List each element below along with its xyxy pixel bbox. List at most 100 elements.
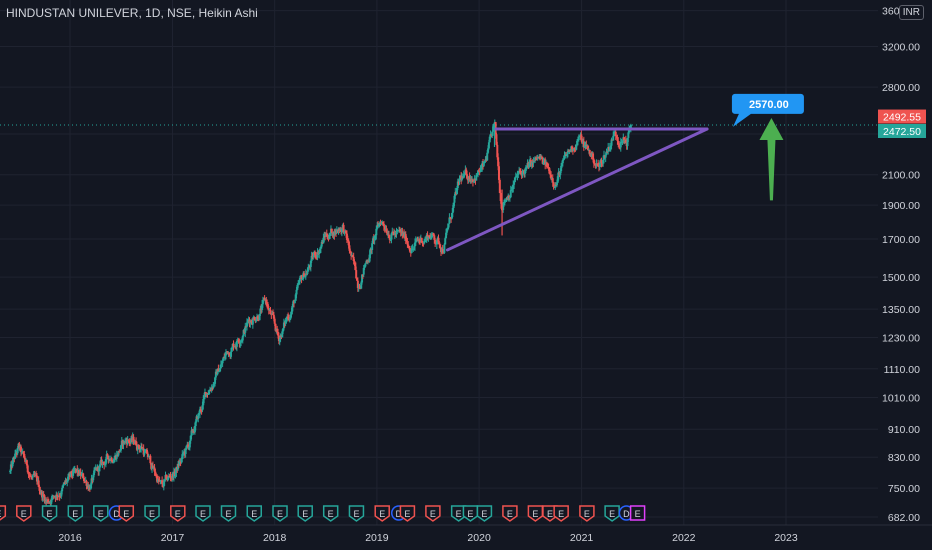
candle-body [343, 231, 346, 233]
candle-body [326, 235, 329, 239]
candle-body [412, 248, 415, 250]
earnings-marker: E [0, 505, 7, 521]
candle-body [175, 466, 178, 473]
candle-body [122, 441, 125, 445]
candle-body [342, 224, 345, 233]
candle-body [59, 496, 62, 498]
candle-body [27, 472, 30, 475]
candle-body [43, 495, 46, 502]
candle-body [169, 476, 172, 478]
marker-label: E [584, 509, 590, 519]
candle-body [255, 320, 258, 322]
candle-body [288, 318, 291, 320]
candle-body [50, 500, 53, 505]
candle-body [305, 273, 308, 275]
marker-label: E [507, 509, 513, 519]
candle-body [504, 200, 507, 202]
price-label-box [878, 124, 926, 139]
candle-body [245, 322, 248, 327]
candle-body [476, 174, 479, 176]
candle-body [587, 146, 590, 151]
price-axis[interactable]: 682.00 750.00 830.00 910.00 1010.00 1110.00 12… [878, 6, 926, 524]
candle-body [424, 240, 427, 242]
candle-body [438, 242, 441, 245]
candle-body [472, 181, 475, 183]
candle-body [361, 274, 364, 283]
candle-body [371, 238, 374, 244]
candle-body [512, 184, 515, 190]
candle-body [240, 340, 243, 343]
candle-body [549, 173, 552, 175]
candle-body [319, 248, 322, 252]
candle-body [389, 239, 392, 241]
marker-label: E [481, 509, 487, 519]
candle-body [26, 465, 29, 473]
candle-body [445, 229, 448, 233]
candle-body [98, 464, 101, 468]
candle-body [329, 233, 332, 235]
currency-badge[interactable]: INR [898, 5, 924, 20]
price-tick-label: 830.00 [888, 452, 920, 464]
candle-body [340, 228, 343, 233]
candle-body [210, 387, 213, 391]
candle-body [441, 249, 444, 253]
candle-body [413, 242, 416, 247]
candle-body [560, 165, 563, 172]
candle-body [537, 157, 540, 159]
marker-shape [553, 505, 569, 522]
candle-body [146, 453, 149, 458]
marker-shape [476, 505, 493, 522]
candle-body [40, 491, 43, 498]
candle-body [513, 181, 516, 185]
candle-body [551, 178, 554, 183]
marker-label: D [623, 509, 630, 519]
candle-body [454, 192, 457, 196]
candle-body [304, 273, 307, 277]
candle-body [562, 158, 565, 160]
candle-body [345, 230, 348, 234]
candle-body [358, 287, 361, 289]
candle-body [230, 347, 233, 352]
marker-label: E [532, 509, 538, 519]
candle-body [142, 448, 145, 455]
candle-body [330, 228, 333, 233]
candle-body [560, 163, 563, 166]
candle-body [508, 197, 511, 199]
candle-body [369, 248, 372, 255]
candle-body [354, 262, 357, 271]
candle-body [353, 260, 356, 263]
candle-body [296, 285, 299, 290]
candle-body [521, 171, 524, 176]
candle-body [327, 238, 330, 240]
chart-title: HINDUSTAN UNILEVER, 1D, NSE, Heikin Ashi [6, 6, 258, 20]
marker-label: E [547, 509, 553, 519]
marker-shape [399, 505, 416, 522]
marker-shape [425, 505, 441, 522]
candle-body [66, 480, 69, 482]
candle-body [139, 449, 142, 451]
candle-body [213, 383, 216, 385]
candle-body [202, 399, 205, 406]
candle-body [516, 175, 519, 177]
candle-body [362, 267, 365, 275]
candle-body [219, 368, 222, 372]
candle-body [174, 472, 177, 475]
marker-label: E [328, 509, 334, 519]
candle-body [273, 318, 276, 324]
candle-body [498, 179, 501, 193]
candle-body [515, 176, 518, 178]
price-label-box [878, 109, 926, 124]
candle-body [111, 460, 114, 463]
candle-body [9, 464, 12, 471]
candle-body [617, 141, 620, 145]
candle-body [143, 452, 146, 455]
candle-body [287, 316, 290, 319]
candle-body [132, 436, 135, 442]
candle-body [251, 319, 254, 325]
candle-body [563, 155, 566, 159]
candle-body [447, 223, 450, 228]
candle-body [420, 237, 423, 243]
candle-body [266, 303, 269, 305]
time-axis[interactable]: 2016 2017 2018 2019 2020 2021 2022 2023 [58, 532, 798, 544]
